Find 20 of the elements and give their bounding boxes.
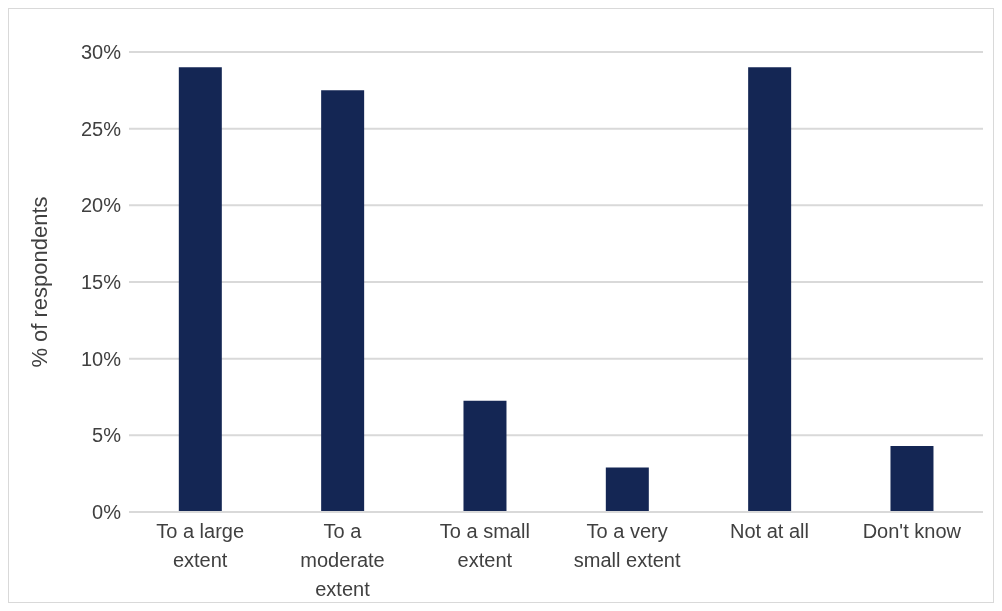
x-tick-label: To a small extent <box>439 520 530 571</box>
bar <box>178 67 222 512</box>
y-tick-label: 25% <box>80 117 122 140</box>
bar <box>321 90 365 512</box>
bar <box>605 467 649 512</box>
x-tick-label: To a large extent <box>156 520 245 571</box>
y-tick-label: 15% <box>80 271 122 294</box>
y-axis-title: % of respondents <box>26 196 52 368</box>
y-tick-label: 20% <box>80 194 122 217</box>
y-tick-label: 30% <box>80 41 122 64</box>
x-tick-label: Not at all <box>730 520 809 542</box>
x-tick-label: To a moderate extent <box>300 520 385 600</box>
y-tick-label: 0% <box>92 501 122 524</box>
y-tick-label: 5% <box>92 424 122 447</box>
bar <box>890 446 934 512</box>
bar <box>463 400 507 512</box>
y-tick-label: 10% <box>80 347 122 370</box>
x-tick-label: Don't know <box>862 520 962 542</box>
x-tick-label: To a very small extent <box>573 520 681 571</box>
bar <box>748 67 792 512</box>
